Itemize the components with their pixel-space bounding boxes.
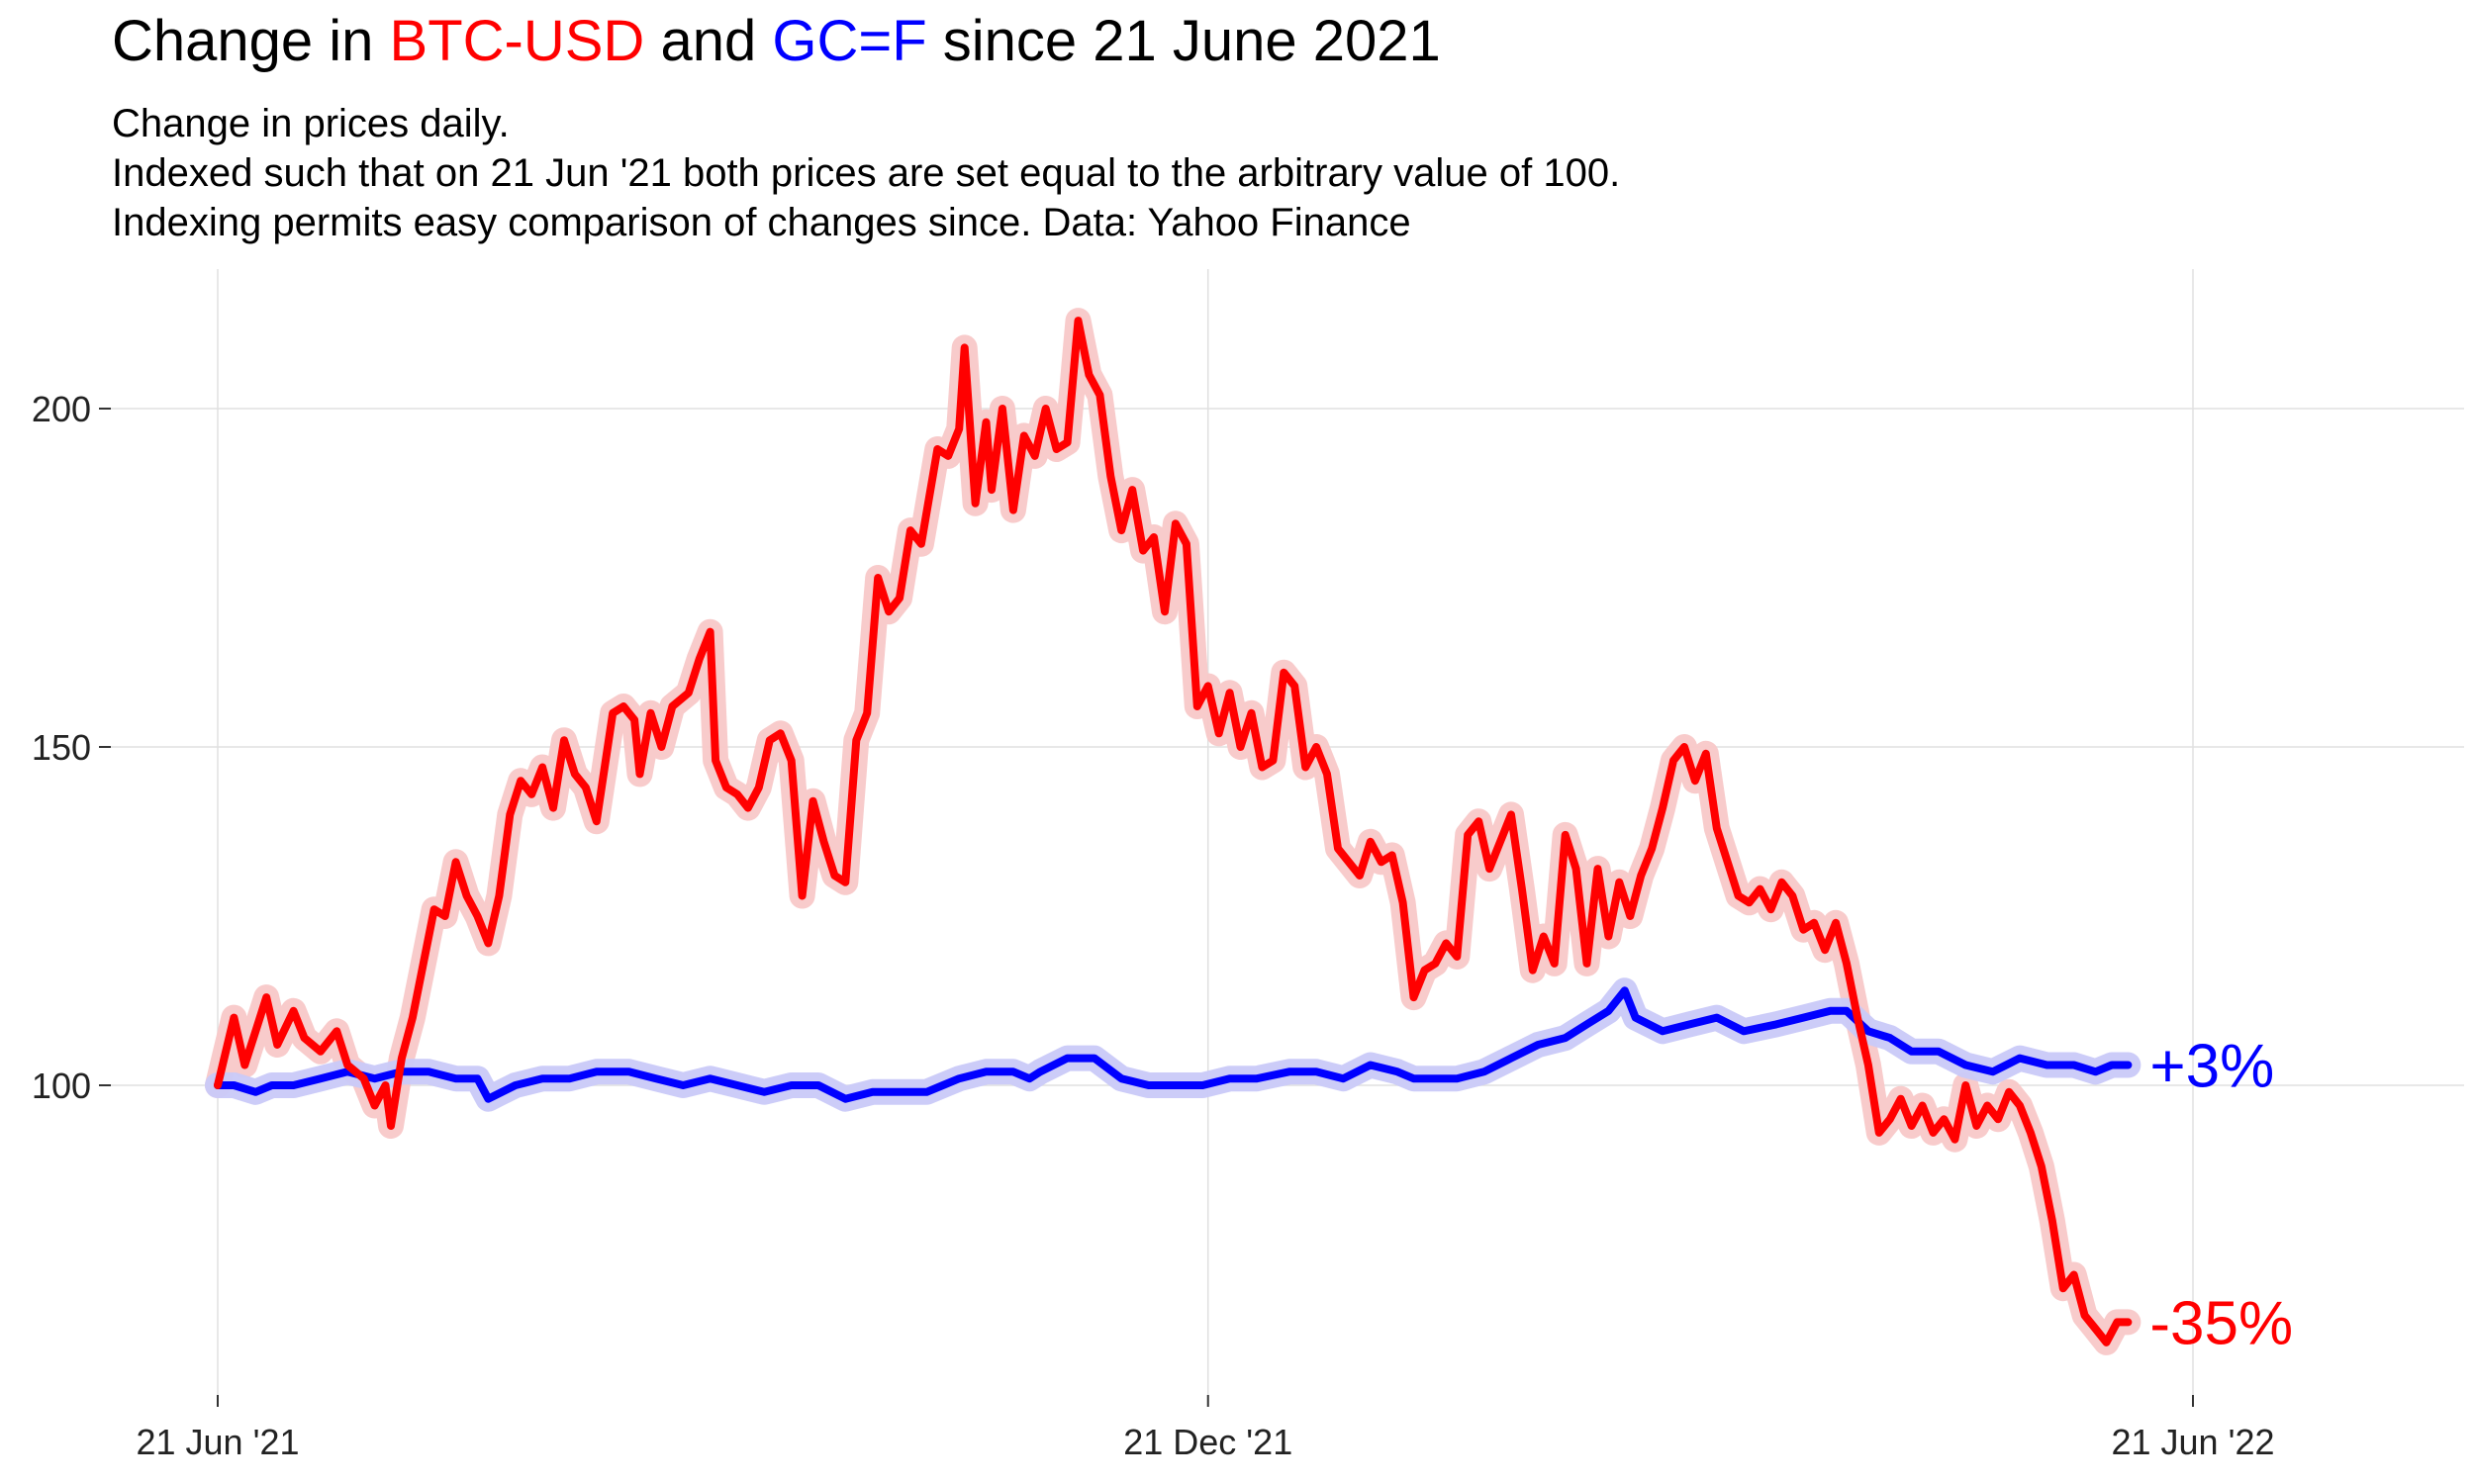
chart-title: Change in BTC-USD and GC=F since 21 June… xyxy=(112,8,1441,74)
x-tick-label: 21 Dec '21 xyxy=(1123,1422,1292,1462)
end-label-layer: -35% +3% xyxy=(2149,1032,2293,1357)
chart-subtitle: Change in prices daily. Indexed such tha… xyxy=(112,99,1620,247)
series-line-gold xyxy=(214,986,2133,1103)
x-tick-label: 21 Jun '22 xyxy=(2111,1422,2274,1462)
grid-layer xyxy=(109,269,2464,1395)
title-suffix: since 21 June 2021 xyxy=(926,9,1441,73)
subtitle-line-1: Change in prices daily. xyxy=(112,102,510,145)
y-tick-label: 200 xyxy=(32,389,91,429)
title-series-gold: GC=F xyxy=(772,9,927,73)
y-tick-label: 100 xyxy=(32,1066,91,1106)
x-tick-label: 21 Jun '21 xyxy=(136,1422,299,1462)
title-mid: and xyxy=(644,9,773,73)
axis-layer: 100 150 200 21 Jun '21 21 Dec '21 21 Jun '22 xyxy=(32,389,2275,1462)
title-series-btc: BTC-USD xyxy=(389,9,645,73)
y-tick-label: 150 xyxy=(32,727,91,768)
series-line-btc xyxy=(214,317,2133,1346)
end-label-btc: -35% xyxy=(2149,1289,2293,1357)
end-label-gold: +3% xyxy=(2149,1032,2274,1100)
title-prefix: Change in xyxy=(112,9,390,73)
subtitle-line-3: Indexing permits easy comparison of chan… xyxy=(112,201,1411,244)
subtitle-line-2: Indexed such that on 21 Jun '21 both pri… xyxy=(112,151,1621,195)
series-layer xyxy=(205,308,2141,1355)
